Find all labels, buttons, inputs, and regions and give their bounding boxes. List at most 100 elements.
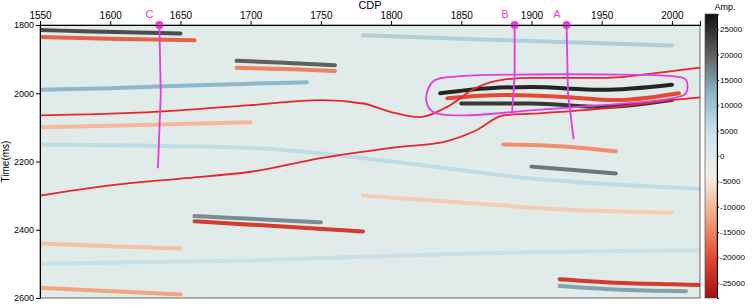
well-track — [512, 25, 515, 115]
y-tick-mark — [36, 162, 40, 163]
y-tick-label: 1800 — [14, 20, 34, 30]
colorbar-tick-mark — [717, 55, 719, 56]
colorbar-tick-mark — [717, 257, 719, 258]
colorbar-tick: -10000 — [717, 203, 745, 212]
colorbar-tick-label: -5000 — [720, 177, 741, 186]
reflector — [560, 279, 700, 285]
colorbar-tick-label: -20000 — [720, 253, 745, 262]
x-tick-label: 1550 — [29, 10, 52, 21]
y-tick-mark — [36, 25, 40, 26]
well-label: B — [501, 8, 508, 20]
well-label: C — [145, 8, 153, 20]
x-tick-mark — [110, 21, 111, 25]
colorbar-title: Amp. — [714, 2, 735, 12]
reflector — [237, 61, 335, 65]
y-tick: 2000 — [14, 89, 40, 99]
plot-frame — [40, 25, 700, 298]
colorbar — [705, 14, 717, 298]
reflector — [40, 288, 180, 295]
y-tick: 1800 — [14, 20, 40, 30]
y-tick-label: 2400 — [14, 225, 34, 235]
reflector — [194, 221, 363, 231]
x-tick-mark — [321, 21, 322, 25]
colorbar-tick: 10000 — [717, 101, 743, 110]
colorbar-tick-label: 5000 — [720, 127, 738, 136]
horizon — [40, 97, 700, 195]
colorbar-tick-mark — [717, 80, 719, 81]
x-tick-label: 2000 — [661, 10, 684, 21]
x-axis-title: CDP — [358, 0, 381, 11]
reflector — [503, 144, 615, 151]
reflector — [363, 196, 672, 213]
reflector — [194, 216, 320, 222]
colorbar-tick-mark — [717, 131, 719, 132]
y-axis-line — [36, 26, 41, 299]
reflector — [560, 286, 686, 291]
colorbar-tick-mark — [717, 283, 719, 284]
x-tick: 1650 — [170, 10, 193, 25]
colorbar-tick: 25000 — [717, 25, 743, 34]
x-tick-label: 1750 — [310, 10, 333, 21]
x-tick-mark — [180, 21, 181, 25]
well-label: A — [553, 8, 561, 20]
x-tick-mark — [251, 21, 252, 25]
colorbar-axis: 25000 20000 15000 10000 5000 0 -5000 -10000 -150… — [717, 15, 745, 299]
reflector — [40, 37, 194, 40]
seismic-chart: CBA1550160016501700175018001850190019502… — [0, 0, 754, 305]
well-track — [567, 25, 574, 139]
y-tick-label: 2200 — [14, 157, 34, 167]
x-tick-label: 1950 — [591, 10, 614, 21]
well-track — [158, 25, 161, 168]
reflector — [40, 122, 251, 127]
x-tick-mark — [531, 21, 532, 25]
x-tick: 1600 — [100, 10, 123, 25]
reflector — [363, 35, 672, 45]
colorbar-tick-mark — [717, 29, 719, 30]
colorbar-tick-label: 10000 — [720, 101, 743, 110]
colorbar-axis-line — [718, 15, 720, 299]
colorbar-tick: -25000 — [717, 279, 745, 288]
colorbar-tick-mark — [717, 105, 719, 106]
reflector — [40, 243, 180, 248]
y-axis: 1800 2000 2200 2400 2600 — [14, 20, 41, 303]
x-tick-mark — [602, 21, 603, 25]
x-tick: 1850 — [451, 10, 474, 25]
reflector — [447, 93, 679, 100]
x-axis-line — [41, 21, 701, 26]
x-tick: 1750 — [310, 10, 333, 25]
colorbar-tick: 15000 — [717, 76, 743, 85]
x-tick: 1900 — [521, 10, 544, 25]
y-tick-mark — [36, 230, 40, 231]
x-tick: 1800 — [380, 10, 403, 25]
colorbar-tick-mark — [717, 232, 719, 233]
y-tick-mark — [36, 93, 40, 94]
reflector — [237, 68, 335, 71]
colorbar-tick: 5000 — [717, 127, 738, 136]
colorbar-tick: -20000 — [717, 253, 745, 262]
x-axis: 1550160016501700175018001850190019502000 — [29, 10, 700, 26]
x-tick-mark — [391, 21, 392, 25]
plot-background — [40, 25, 700, 298]
y-tick: 2600 — [14, 293, 40, 303]
colorbar-tick: 20000 — [717, 51, 743, 60]
reflector — [531, 167, 615, 174]
x-tick-label: 1850 — [451, 10, 474, 21]
x-tick-label: 1650 — [170, 10, 193, 21]
colorbar-tick-mark — [717, 207, 719, 208]
y-tick: 2400 — [14, 225, 40, 235]
y-axis-title: Time(ms) — [0, 141, 11, 183]
y-tick-label: 2000 — [14, 89, 34, 99]
colorbar-tick-label: 20000 — [720, 51, 743, 60]
colorbar-tick-label: -10000 — [720, 203, 745, 212]
y-tick-label: 2600 — [14, 293, 34, 303]
outline — [426, 74, 688, 115]
colorbar-tick-label: 25000 — [720, 25, 743, 34]
y-tick: 2200 — [14, 157, 40, 167]
x-tick-mark — [672, 21, 673, 25]
reflector — [40, 82, 307, 90]
colorbar-tick: -15000 — [717, 228, 745, 237]
x-tick-mark — [461, 21, 462, 25]
colorbar-tick-label: 0 — [720, 152, 725, 161]
x-tick-label: 1800 — [380, 10, 403, 21]
colorbar-tick-mark — [717, 156, 719, 157]
